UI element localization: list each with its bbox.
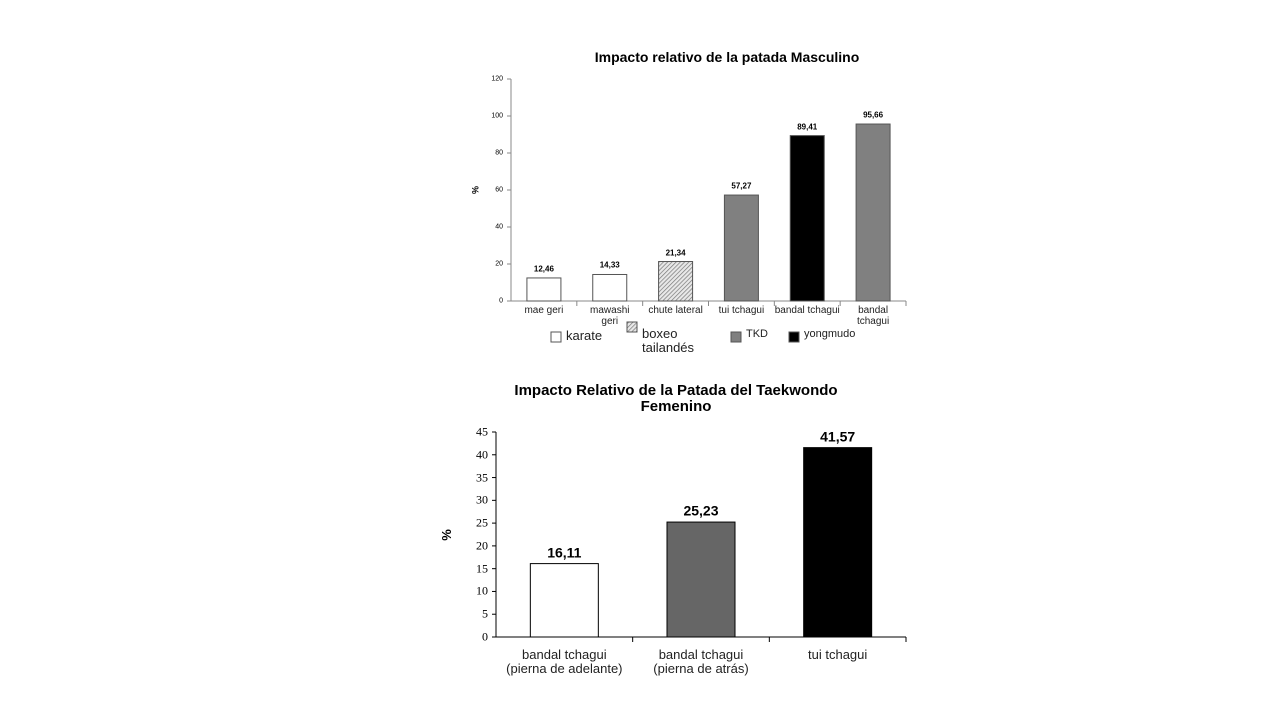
y-tick-label: 60 [495,186,503,194]
legend-label: boxeo tailandés [642,326,695,355]
value-label: 57,27 [731,181,752,191]
y-tick-label: 35 [476,470,488,485]
legend-swatch [550,331,562,343]
y-tick-label: 20 [495,260,503,268]
x-tick-label: tui tchagui [718,305,765,316]
chart-title: Impacto relativo de la patada Masculino [594,49,860,65]
bar [789,135,825,302]
y-tick-label: 120 [491,75,503,83]
y-tick-label: 25 [476,515,488,530]
value-label: 21,34 [665,248,686,258]
bar [658,261,694,302]
legend-label: karate [566,328,603,343]
legend-label: yongmudo [804,328,856,340]
y-tick-label: 15 [476,561,488,576]
y-tick-label: 20 [476,538,488,553]
chart-title: Impacto Relativo de la Patada del Taekwo… [514,382,838,415]
value-label: 95,66 [863,110,884,120]
bar [723,194,759,302]
x-tick-label: bandal tchagui (pierna de adelante) [506,647,623,676]
value-label: 12,46 [533,264,554,274]
value-label: 89,41 [797,122,818,132]
bar [526,277,562,302]
y-tick-label: 100 [491,112,503,120]
bar [529,563,599,638]
bar [666,521,736,638]
bar [592,273,628,302]
value-label: 41,57 [820,427,856,444]
x-tick-label: bandal tchagui [856,305,890,327]
legend-swatch [788,331,800,343]
x-tick-label: chute lateral [648,305,703,316]
y-tick-label: 5 [482,606,488,621]
y-tick-label: 45 [476,424,488,439]
x-tick-label: bandal tchagui (pierna de atrás) [653,647,749,676]
legend-swatch [626,321,638,333]
value-label: 25,23 [683,502,719,519]
y-tick-label: 80 [495,149,503,157]
x-tick-label: tui tchagui [808,647,868,662]
value-label: 16,11 [547,543,582,560]
x-tick-label: mae geri [524,305,564,316]
y-axis-label: % [439,528,455,541]
legend-swatch [730,331,742,343]
bar [855,123,891,302]
x-tick-label: bandal tchagui [774,305,840,316]
legend-label: TKD [746,328,768,340]
y-tick-label: 0 [482,629,488,644]
bar [803,447,873,638]
y-tick-label: 30 [476,493,488,508]
y-tick-label: 10 [476,584,488,599]
y-tick-label: 40 [495,223,503,231]
value-label: 14,33 [599,261,620,271]
x-tick-label: mawashi geri [590,305,630,327]
y-tick-label: 0 [499,297,503,305]
y-tick-label: 40 [476,447,488,462]
